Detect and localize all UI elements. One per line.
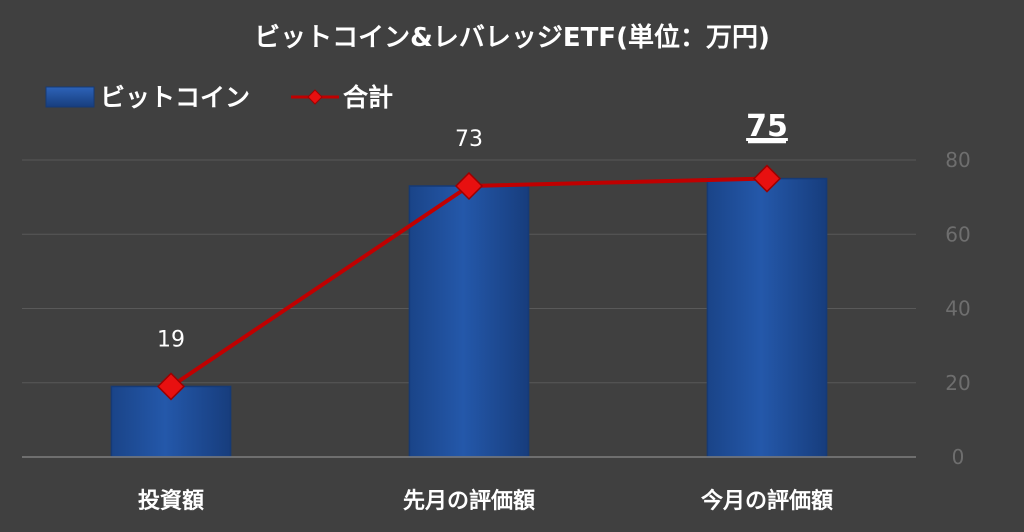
- bars: [110, 177, 828, 458]
- data-labels: 19 73 75: [157, 109, 788, 352]
- y-tick-label-80: 80: [945, 148, 970, 172]
- bar-1: [408, 185, 530, 458]
- x-axis: 投資額 先月の評価額 今月の評価額: [22, 456, 916, 514]
- data-label-1: 73: [455, 127, 483, 152]
- x-tick-label-0: 投資額: [138, 488, 204, 514]
- total-marker-0: [156, 372, 186, 401]
- bar-2: [706, 177, 828, 458]
- data-label-2: 75: [746, 109, 788, 144]
- total-marker-2: [752, 164, 782, 193]
- total-marker-1: [454, 171, 484, 201]
- x-tick-label-2: 今月の評価額: [701, 488, 833, 514]
- y-tick-label-40: 40: [945, 297, 970, 321]
- legend: ビットコイン 合計: [45, 83, 393, 112]
- legend-swatch-bar: [45, 86, 95, 108]
- y-axis: 0 20 40 60 80: [945, 148, 970, 469]
- y-tick-label-20: 20: [945, 371, 970, 395]
- legend-label-total: 合計: [343, 83, 393, 112]
- chart-title: ビットコイン&レバレッジETF(単位：万円): [254, 22, 770, 53]
- total-markers: [156, 164, 782, 401]
- y-tick-label-60: 60: [945, 222, 970, 246]
- legend-label-bitcoin: ビットコイン: [100, 83, 250, 112]
- legend-swatch-marker: [307, 89, 323, 105]
- y-tick-label-0: 0: [952, 445, 965, 469]
- x-tick-label-1: 先月の評価額: [403, 488, 535, 514]
- data-label-0: 19: [157, 327, 185, 352]
